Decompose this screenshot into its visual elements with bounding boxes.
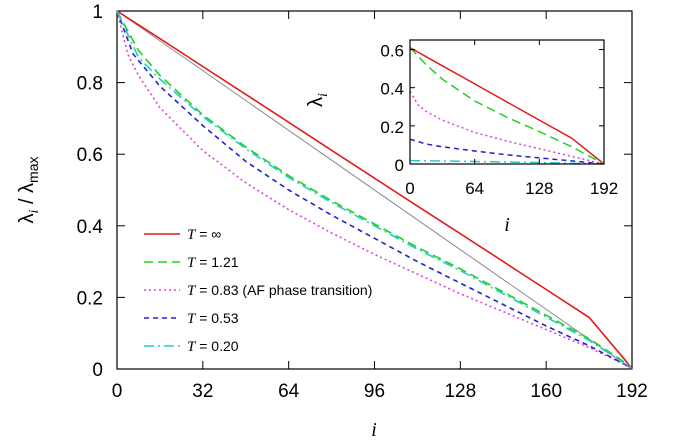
main-xlabel: i (371, 419, 377, 441)
main-xtick-label: 32 (192, 381, 213, 402)
inset-ticks: 0 64 128 192 0 0.2 0.4 0.6 (380, 40, 618, 198)
main-ytick-label: 1 (92, 2, 103, 23)
inset-ylabel: λi (305, 93, 331, 107)
main-series (116, 10, 633, 370)
legend-label-t-0-83-af-phase-transition: T = 0.83 (AF phase transition) (187, 282, 372, 299)
legend: T = ∞ T = 1.21 T = 0.83 (AF phase transiti… (144, 226, 372, 355)
legend-label-t-1-21: T = 1.21 (187, 254, 239, 271)
inset-series-t-1-21 (409, 47, 605, 165)
inset-series-t (409, 46, 605, 165)
inset-xtick-label: 64 (465, 179, 484, 198)
inset-ytick-label: 0.6 (380, 42, 404, 61)
main-xtick-label: 192 (616, 381, 648, 402)
legend-label-t-0-20: T = 0.20 (187, 338, 239, 355)
inset-xtick-label: 0 (405, 179, 414, 198)
main-ytick-label: 0.4 (77, 217, 104, 238)
main-reference-line (116, 10, 633, 370)
main-series-t-1-21 (116, 10, 633, 370)
legend-label-t-0-53: T = 0.53 (187, 310, 239, 327)
inset-series-t-0-20 (409, 159, 605, 165)
inset-series-t-0-53 (409, 138, 605, 165)
main-xtick-label: 96 (364, 381, 385, 402)
main-ytick-label: 0 (92, 360, 103, 381)
svg-text:λi: λi (305, 93, 331, 107)
inset-xtick-label: 128 (525, 179, 553, 198)
inset-xtick-label: 192 (590, 179, 618, 198)
main-ytick-label: 0.8 (77, 74, 103, 95)
inset-series (409, 46, 605, 165)
svg-text:λi / λmax: λi / λmax (16, 156, 42, 223)
main-ytick-label: 0.6 (77, 145, 103, 166)
main-ticks: 0 32 64 96 128 160 192 0 0.2 0.4 0.6 0.8 1 (77, 2, 648, 402)
inset-xlabel: i (504, 214, 510, 236)
main-series-t-0-53 (116, 10, 633, 370)
inset-ytick-label: 0.4 (380, 80, 404, 99)
main-series-t-0-20 (116, 10, 633, 370)
main-xtick-label: 0 (112, 381, 123, 402)
main-series-t (116, 10, 633, 370)
main-xtick-label: 128 (444, 381, 476, 402)
main-xtick-label: 64 (278, 381, 300, 402)
legend-label-t: T = ∞ (187, 226, 221, 243)
inset-ytick-label: 0 (395, 156, 404, 175)
main-ylabel: λi / λmax (16, 156, 42, 223)
main-ytick-label: 0.2 (77, 288, 103, 309)
inset-ytick-label: 0.2 (380, 118, 404, 137)
inset-plot-frame (409, 39, 605, 165)
main-xtick-label: 160 (530, 381, 562, 402)
